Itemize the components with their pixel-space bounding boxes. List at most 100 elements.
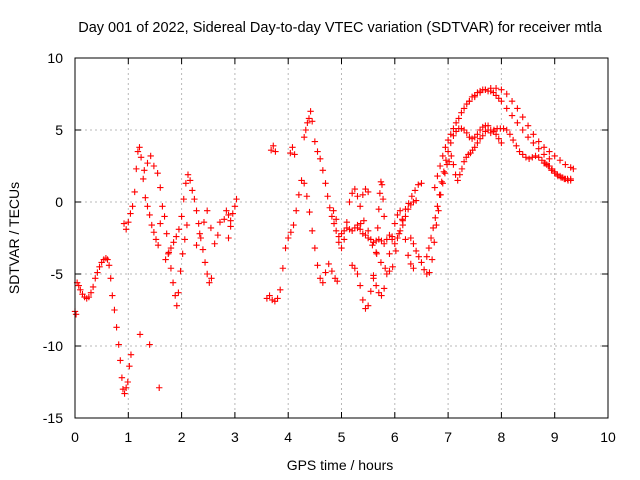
- data-point: [325, 260, 332, 268]
- data-point: [134, 148, 142, 155]
- data-point: [407, 260, 414, 268]
- data-point: [314, 148, 321, 155]
- data-point: [391, 240, 398, 247]
- data-point: [124, 378, 131, 386]
- data-point: [316, 275, 324, 282]
- data-point: [214, 231, 222, 239]
- data-point: [498, 86, 505, 93]
- data-point: [186, 177, 194, 184]
- data-point: [376, 190, 384, 197]
- data-point: [152, 236, 160, 243]
- data-point: [399, 216, 406, 223]
- data-point: [179, 250, 186, 258]
- data-point: [458, 109, 465, 116]
- data-point: [394, 234, 401, 242]
- x-tick-label: 1: [124, 429, 132, 445]
- data-point: [127, 210, 134, 217]
- data-point: [418, 259, 425, 266]
- data-point: [367, 288, 375, 295]
- data-point: [360, 217, 368, 224]
- data-point: [165, 250, 172, 258]
- x-tick-label: 3: [231, 429, 239, 445]
- data-point: [144, 159, 151, 167]
- data-point: [140, 175, 147, 183]
- data-point: [203, 270, 211, 278]
- data-point: [307, 108, 314, 115]
- data-point: [386, 250, 393, 258]
- data-point: [119, 386, 127, 393]
- data-point: [530, 139, 537, 147]
- data-point: [291, 151, 298, 158]
- data-point: [364, 227, 372, 234]
- data-point: [522, 154, 530, 161]
- data-point: [369, 242, 376, 249]
- data-point: [524, 122, 532, 129]
- data-point: [272, 148, 279, 155]
- data-point: [163, 230, 170, 237]
- data-point: [328, 267, 336, 275]
- data-point: [193, 207, 200, 214]
- data-point: [203, 207, 211, 214]
- data-point: [332, 227, 340, 234]
- data-point: [492, 85, 500, 92]
- grid: [75, 58, 608, 418]
- data-point: [484, 122, 492, 129]
- data-point: [324, 193, 331, 200]
- data-point: [500, 125, 507, 132]
- data-point: [380, 240, 388, 247]
- data-point: [456, 171, 464, 178]
- data-point: [476, 89, 484, 96]
- data-point: [94, 269, 101, 276]
- y-tick-label: -5: [51, 266, 64, 282]
- data-point: [200, 218, 208, 226]
- data-point: [170, 239, 177, 246]
- data-point: [479, 132, 486, 139]
- data-point: [335, 239, 343, 246]
- data-point: [136, 331, 144, 338]
- data-point: [412, 247, 420, 255]
- data-point: [396, 207, 404, 214]
- data-point: [529, 154, 536, 161]
- data-point: [172, 292, 179, 299]
- data-point: [407, 234, 414, 242]
- y-tick-label: 5: [55, 122, 63, 138]
- data-point: [356, 203, 364, 210]
- data-point: [87, 289, 95, 296]
- data-point: [503, 126, 510, 134]
- data-point: [180, 195, 187, 203]
- x-tick-label: 10: [600, 429, 616, 445]
- data-point: [207, 224, 215, 232]
- x-tick-label: 9: [551, 429, 559, 445]
- data-point: [434, 203, 441, 210]
- data-point: [142, 194, 149, 201]
- data-point: [175, 226, 183, 233]
- data-point: [532, 152, 539, 160]
- data-point: [308, 227, 316, 234]
- data-point: [122, 226, 130, 233]
- data-point: [346, 198, 353, 206]
- data-point: [319, 167, 327, 174]
- data-point: [133, 165, 140, 173]
- data-point: [111, 306, 118, 314]
- data-point: [394, 211, 401, 219]
- data-point: [340, 236, 348, 243]
- data-point: [311, 138, 319, 145]
- data-point: [338, 244, 345, 252]
- data-point: [183, 221, 191, 229]
- data-point: [452, 119, 460, 126]
- x-tick-label: 5: [338, 429, 346, 445]
- data-point: [330, 207, 337, 214]
- data-point: [492, 131, 500, 138]
- data-point: [410, 240, 417, 247]
- data-point: [314, 262, 321, 269]
- x-axis-label: GPS time / hours: [287, 457, 394, 473]
- data-point: [506, 131, 514, 138]
- data-point: [107, 275, 114, 282]
- data-point: [436, 191, 443, 198]
- data-point: [274, 295, 281, 302]
- data-point: [508, 112, 516, 119]
- data-point: [372, 282, 380, 289]
- data-point: [125, 218, 132, 226]
- data-point: [72, 311, 80, 318]
- data-point: [129, 203, 136, 210]
